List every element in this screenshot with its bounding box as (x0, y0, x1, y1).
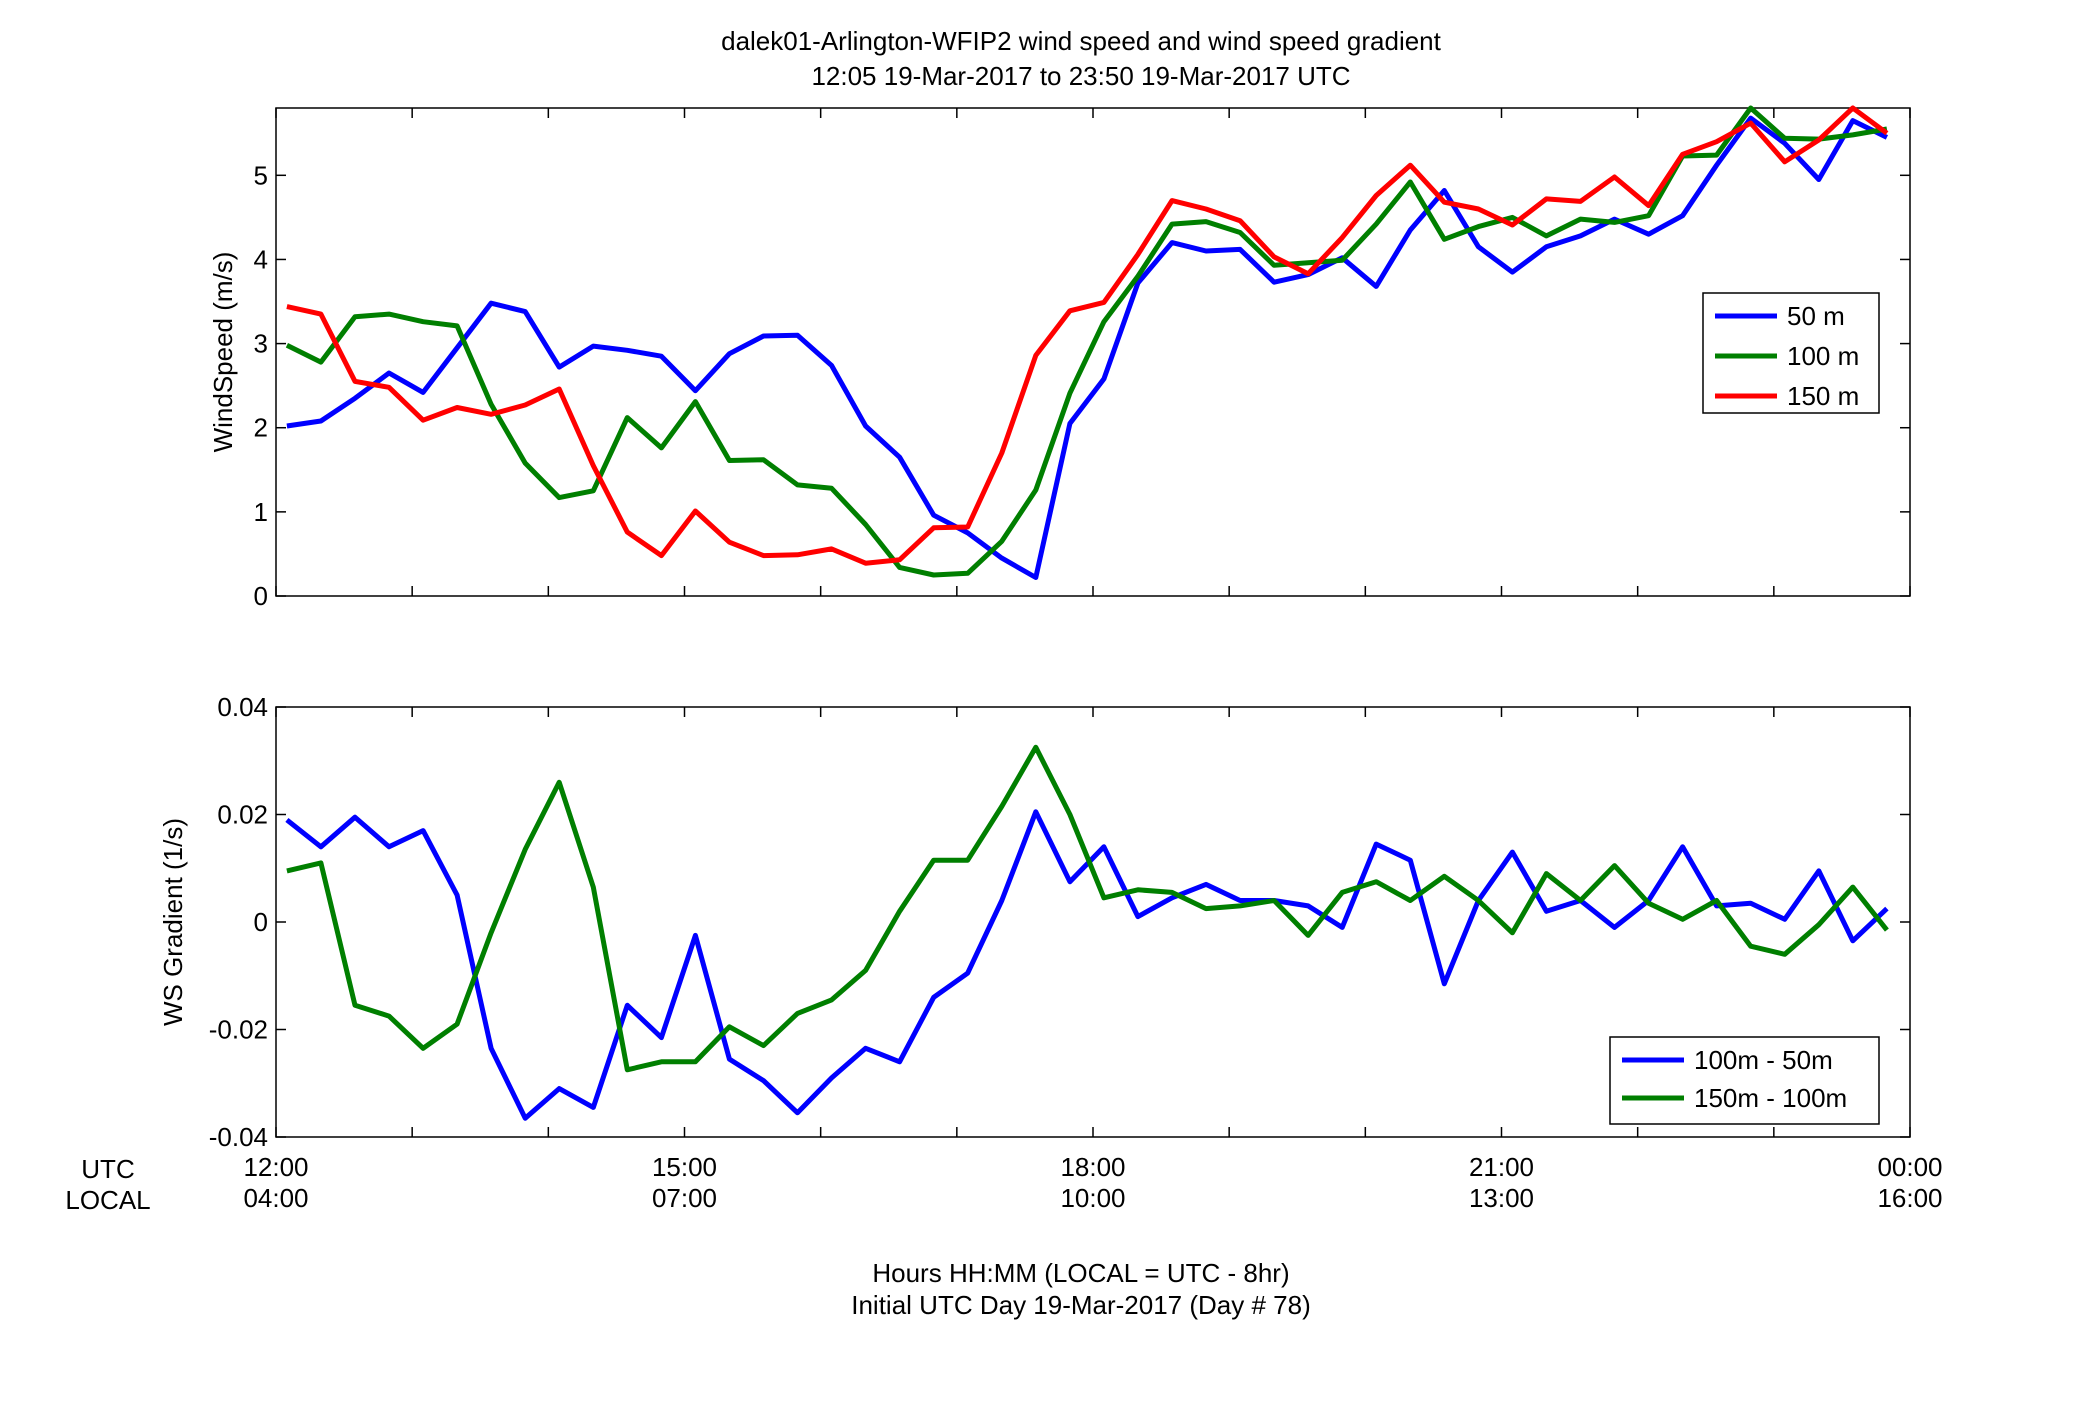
legend-label: 150 m (1787, 381, 1859, 411)
x-tick-label-local: 13:00 (1469, 1183, 1534, 1213)
legend: 50 m 100 m 150 m (1702, 292, 1880, 414)
y-tick-label: 3 (254, 329, 268, 359)
y-tick-label: 4 (254, 244, 268, 274)
x-tick-label-utc: 15:00 (652, 1152, 717, 1182)
x-tick-label-local: 10:00 (1060, 1183, 1125, 1213)
y-tick-label: 0.04 (217, 692, 268, 722)
x-tick-label-local: 16:00 (1877, 1183, 1942, 1213)
y-tick-label: 0 (254, 907, 268, 937)
y-tick-label: -0.02 (209, 1015, 268, 1045)
legend-box (1609, 1036, 1880, 1125)
series-line-100-m (285, 105, 1888, 578)
series-line-150m-100m (286, 744, 1889, 1073)
xlabel-line1: Hours HH:MM (LOCAL = UTC - 8hr) (872, 1258, 1289, 1288)
xlabel-line2: Initial UTC Day 19-Mar-2017 (Day # 78) (851, 1290, 1311, 1320)
y-axis-label: WindSpeed (m/s) (208, 252, 238, 453)
y-tick-label: 0.02 (217, 800, 268, 830)
legend-label: 50 m (1787, 301, 1845, 331)
y-tick-label: -0.04 (209, 1122, 268, 1152)
y-tick-label: 0 (254, 581, 268, 611)
windspeed-panel: 0 1 2 3 4 5 WindSpeed (m/s) 50 m 100 m 150 m (208, 105, 1911, 611)
legend-label: 100m - 50m (1694, 1045, 1833, 1075)
x-tick-label-local: 07:00 (652, 1183, 717, 1213)
legend-label: 150m - 100m (1694, 1083, 1847, 1113)
title-line1: dalek01-Arlington-WFIP2 wind speed and w… (721, 26, 1442, 56)
legend: 100m - 50m 150m - 100m (1609, 1036, 1880, 1125)
x-row-label-utc: UTC (81, 1154, 134, 1184)
x-tick-label-utc: 00:00 (1877, 1152, 1942, 1182)
y-tick-label: 2 (254, 413, 268, 443)
gradient-panel: -0.04 -0.02 0 0.02 0.04 WS Gradient (1/s) 100m… (158, 692, 1911, 1152)
series-line-150-m (286, 105, 1889, 566)
y-tick-label: 5 (254, 160, 268, 190)
title-line2: 12:05 19-Mar-2017 to 23:50 19-Mar-2017 U… (811, 61, 1350, 91)
x-tick-label-utc: 21:00 (1469, 1152, 1534, 1182)
x-tick-label-utc: 12:00 (243, 1152, 308, 1182)
x-tick-label-utc: 18:00 (1060, 1152, 1125, 1182)
y-axis-label: WS Gradient (1/s) (158, 818, 188, 1026)
x-row-label-local: LOCAL (65, 1185, 150, 1215)
legend-box (1702, 292, 1880, 414)
y-tick-label: 1 (254, 497, 268, 527)
series-line-100m-50m (285, 809, 1889, 1121)
x-tick-label-local: 04:00 (243, 1183, 308, 1213)
legend-label: 100 m (1787, 341, 1859, 371)
